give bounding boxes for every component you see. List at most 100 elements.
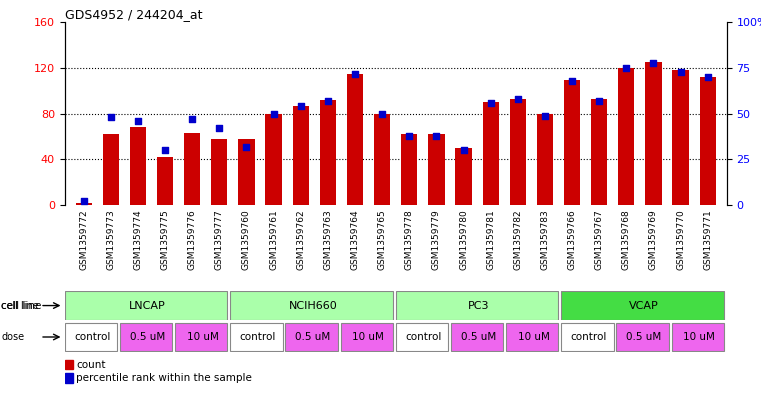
Bar bbox=[238, 139, 255, 205]
Text: GSM1359779: GSM1359779 bbox=[432, 209, 441, 270]
Point bbox=[349, 70, 361, 77]
Text: GSM1359763: GSM1359763 bbox=[323, 209, 333, 270]
Bar bbox=[673, 70, 689, 205]
Bar bbox=[699, 77, 716, 205]
Text: percentile rank within the sample: percentile rank within the sample bbox=[76, 373, 252, 383]
Bar bbox=[401, 134, 418, 205]
Text: control: control bbox=[571, 332, 607, 342]
Text: GSM1359773: GSM1359773 bbox=[107, 209, 116, 270]
Point bbox=[403, 132, 416, 139]
Text: 0.5 uM: 0.5 uM bbox=[461, 332, 496, 342]
Text: 10 uM: 10 uM bbox=[186, 332, 218, 342]
Point bbox=[539, 112, 551, 119]
Text: dose: dose bbox=[2, 332, 24, 342]
Point bbox=[457, 147, 470, 153]
Bar bbox=[396, 323, 448, 351]
Point bbox=[186, 116, 199, 122]
Bar bbox=[561, 292, 724, 320]
Text: NCIH660: NCIH660 bbox=[288, 301, 337, 310]
Bar bbox=[428, 134, 444, 205]
Text: GSM1359761: GSM1359761 bbox=[269, 209, 278, 270]
Text: GSM1359782: GSM1359782 bbox=[514, 209, 522, 270]
Bar bbox=[645, 62, 661, 205]
Point bbox=[268, 111, 280, 117]
Bar bbox=[230, 323, 282, 351]
Text: control: control bbox=[74, 332, 110, 342]
Bar bbox=[103, 134, 119, 205]
Text: GSM1359780: GSM1359780 bbox=[459, 209, 468, 270]
Bar bbox=[374, 114, 390, 205]
Text: GSM1359771: GSM1359771 bbox=[703, 209, 712, 270]
Point bbox=[159, 147, 171, 153]
Point bbox=[78, 198, 90, 205]
Text: cell line: cell line bbox=[2, 301, 39, 310]
Text: GSM1359776: GSM1359776 bbox=[188, 209, 196, 270]
Bar bbox=[184, 133, 200, 205]
Bar bbox=[320, 100, 336, 205]
Text: GSM1359783: GSM1359783 bbox=[540, 209, 549, 270]
Text: 0.5 uM: 0.5 uM bbox=[626, 332, 661, 342]
Bar bbox=[230, 292, 393, 320]
Bar bbox=[175, 323, 228, 351]
Bar bbox=[451, 323, 503, 351]
Text: GSM1359765: GSM1359765 bbox=[377, 209, 387, 270]
Bar bbox=[157, 157, 174, 205]
Bar bbox=[396, 292, 559, 320]
Bar bbox=[65, 292, 228, 320]
Text: LNCAP: LNCAP bbox=[129, 301, 166, 310]
Text: GSM1359778: GSM1359778 bbox=[405, 209, 414, 270]
Text: GSM1359781: GSM1359781 bbox=[486, 209, 495, 270]
Bar bbox=[591, 99, 607, 205]
Point bbox=[376, 111, 388, 117]
Text: GSM1359766: GSM1359766 bbox=[568, 209, 577, 270]
Text: GSM1359769: GSM1359769 bbox=[649, 209, 658, 270]
Point bbox=[593, 98, 605, 104]
Text: cell line: cell line bbox=[1, 301, 41, 310]
Bar bbox=[119, 323, 172, 351]
Text: 10 uM: 10 uM bbox=[352, 332, 384, 342]
Bar bbox=[537, 114, 553, 205]
Text: GSM1359768: GSM1359768 bbox=[622, 209, 631, 270]
Bar bbox=[506, 323, 559, 351]
Text: GDS4952 / 244204_at: GDS4952 / 244204_at bbox=[65, 8, 202, 21]
Text: GSM1359777: GSM1359777 bbox=[215, 209, 224, 270]
Bar bbox=[285, 323, 338, 351]
Bar bbox=[510, 99, 526, 205]
Bar bbox=[455, 148, 472, 205]
Bar bbox=[130, 127, 146, 205]
Text: PC3: PC3 bbox=[468, 301, 489, 310]
Bar bbox=[618, 68, 635, 205]
Point bbox=[702, 74, 714, 80]
Bar bbox=[347, 74, 363, 205]
Point bbox=[430, 132, 442, 139]
Bar bbox=[564, 79, 580, 205]
Point bbox=[322, 98, 334, 104]
Text: count: count bbox=[76, 360, 106, 369]
Bar bbox=[75, 203, 92, 205]
Point bbox=[295, 103, 307, 110]
Text: 0.5 uM: 0.5 uM bbox=[295, 332, 330, 342]
Text: GSM1359760: GSM1359760 bbox=[242, 209, 251, 270]
Point bbox=[566, 78, 578, 84]
Point bbox=[648, 59, 660, 66]
Point bbox=[674, 69, 686, 75]
Text: GSM1359764: GSM1359764 bbox=[351, 209, 359, 270]
Bar bbox=[340, 323, 393, 351]
Text: GSM1359770: GSM1359770 bbox=[676, 209, 685, 270]
Text: 10 uM: 10 uM bbox=[683, 332, 715, 342]
Bar bbox=[65, 373, 73, 383]
Text: GSM1359774: GSM1359774 bbox=[133, 209, 142, 270]
Bar bbox=[616, 323, 669, 351]
Bar bbox=[293, 106, 309, 205]
Text: 10 uM: 10 uM bbox=[517, 332, 549, 342]
Bar bbox=[65, 360, 73, 369]
Point bbox=[105, 114, 117, 121]
Text: GSM1359772: GSM1359772 bbox=[79, 209, 88, 270]
Bar bbox=[212, 139, 228, 205]
Text: control: control bbox=[240, 332, 276, 342]
Text: GSM1359767: GSM1359767 bbox=[595, 209, 603, 270]
Point bbox=[511, 96, 524, 102]
Text: GSM1359775: GSM1359775 bbox=[161, 209, 170, 270]
Point bbox=[132, 118, 144, 124]
Text: GSM1359762: GSM1359762 bbox=[296, 209, 305, 270]
